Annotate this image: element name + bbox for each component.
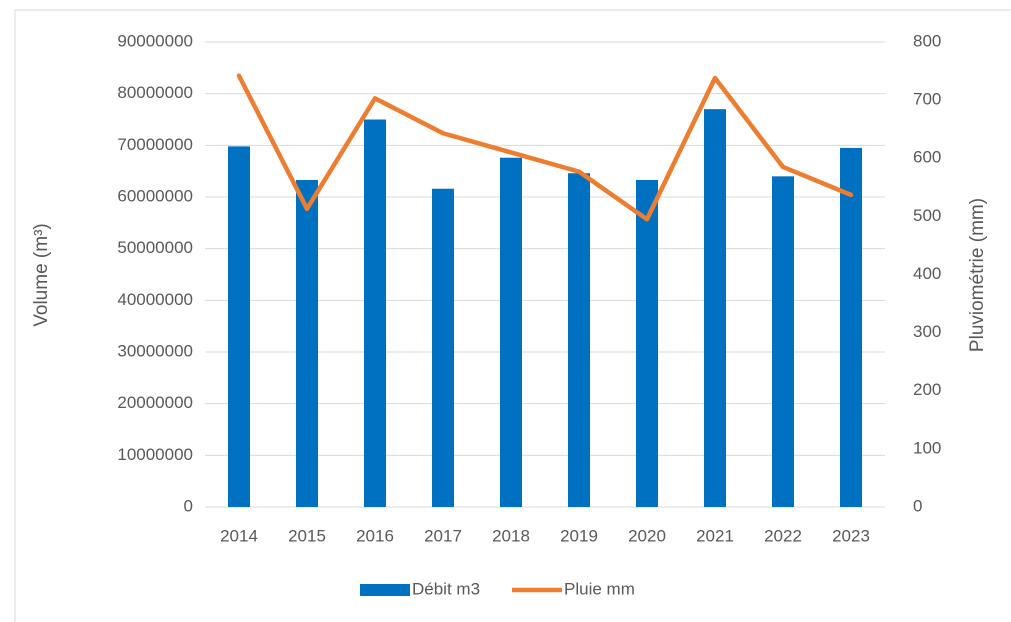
y2-tick-label: 0 xyxy=(913,496,922,515)
bar xyxy=(364,119,386,507)
y2-tick-label: 100 xyxy=(913,438,941,457)
y2-tick-label: 300 xyxy=(913,322,941,341)
y-tick-label: 40000000 xyxy=(117,290,193,309)
line xyxy=(236,73,854,222)
bar xyxy=(568,173,590,507)
x-tick-label: 2016 xyxy=(356,526,394,545)
y-tick-label: 90000000 xyxy=(117,31,193,50)
x-tick-label: 2022 xyxy=(764,526,802,545)
x-tick-label: 2020 xyxy=(628,526,666,545)
x-tick-label: 2023 xyxy=(832,526,870,545)
y-tick-label: 10000000 xyxy=(117,445,193,464)
y-tick-label: 0 xyxy=(184,496,193,515)
legend-label: Pluie mm xyxy=(564,579,635,598)
y2-tick-label: 700 xyxy=(913,90,941,109)
x-tick-label: 2018 xyxy=(492,526,530,545)
bar xyxy=(840,147,862,507)
y-tick-label: 80000000 xyxy=(117,83,193,102)
legend-label: Débit m3 xyxy=(412,579,480,598)
y-tick-label: 20000000 xyxy=(117,393,193,412)
bar xyxy=(228,146,250,507)
x-tick-label: 2017 xyxy=(424,526,462,545)
y-tick-label: 60000000 xyxy=(117,186,193,205)
chart-border xyxy=(14,9,1011,622)
y2-tick-label: 200 xyxy=(913,380,941,399)
bar xyxy=(432,188,454,507)
bar xyxy=(704,109,726,508)
y2-axis-title: Pluviométrie (mm) xyxy=(967,198,988,352)
y-tick-label: 30000000 xyxy=(117,341,193,360)
y-axis-title: Volume (m³) xyxy=(31,223,52,326)
bar xyxy=(772,176,794,508)
legend-swatch xyxy=(360,584,410,596)
x-tick-label: 2019 xyxy=(560,526,598,545)
x-tick-label: 2021 xyxy=(696,526,734,545)
y-tick-label: 70000000 xyxy=(117,135,193,154)
bar xyxy=(500,157,522,507)
x-tick-label: 2015 xyxy=(288,526,326,545)
y2-tick-label: 500 xyxy=(913,206,941,225)
x-tick-label: 2014 xyxy=(220,526,258,545)
bar xyxy=(636,179,658,507)
y2-tick-label: 800 xyxy=(913,31,941,50)
y2-tick-label: 600 xyxy=(913,148,941,167)
bar xyxy=(296,179,318,507)
y2-tick-label: 400 xyxy=(913,264,941,283)
y-tick-label: 50000000 xyxy=(117,238,193,257)
